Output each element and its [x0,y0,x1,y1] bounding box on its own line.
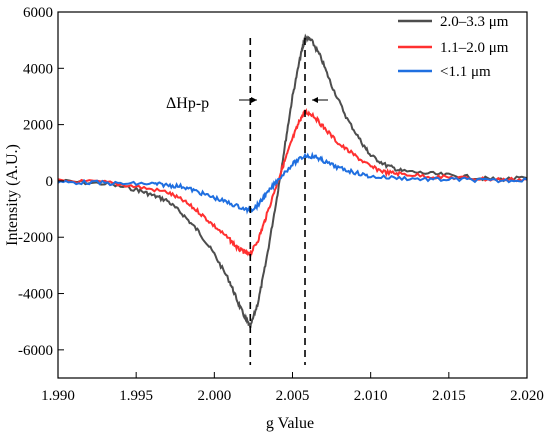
x-tick-label-2: 2.000 [197,388,231,404]
series-line-1 [57,107,528,260]
y-tick-label-1: -4000 [18,287,53,303]
y-tick-label-2: -2000 [18,230,53,246]
legend-label-2: <1.1 μm [440,64,491,80]
annotation-arrow-right [312,97,328,103]
x-axis-title: g Value [266,415,314,432]
y-tick-label-6: 6000 [23,5,53,21]
series-line-0 [57,33,528,328]
y-tick-label-4: 2000 [23,118,53,134]
x-tick-label-0: 1.990 [41,388,75,404]
x-tick-label-3: 2.005 [276,388,310,404]
delta-hpp-annotation: ΔHp-p [166,95,209,112]
y-axis-title: Intensity (A.U.) [4,144,21,246]
legend: 2.0–3.3 μm 1.1–2.0 μm <1.1 μm [398,14,509,80]
series-line-2 [57,151,528,215]
legend-label-0: 2.0–3.3 μm [440,14,509,30]
legend-label-1: 1.1–2.0 μm [440,40,509,56]
x-tick-label-1: 1.995 [119,388,153,404]
x-tick-label-5: 2.015 [432,388,466,404]
y-tick-label-0: -6000 [18,343,53,359]
y-tick-label-3: 0 [46,174,54,190]
y-tick-label-5: 4000 [23,61,53,77]
annotation-arrow-left [239,97,257,103]
x-tick-label-4: 2.010 [354,388,388,404]
plot-layer: 1.990 1.995 2.000 2.005 2.010 2.015 2.020 -6000… [18,5,544,404]
x-tick-label-6: 2.020 [510,388,544,404]
